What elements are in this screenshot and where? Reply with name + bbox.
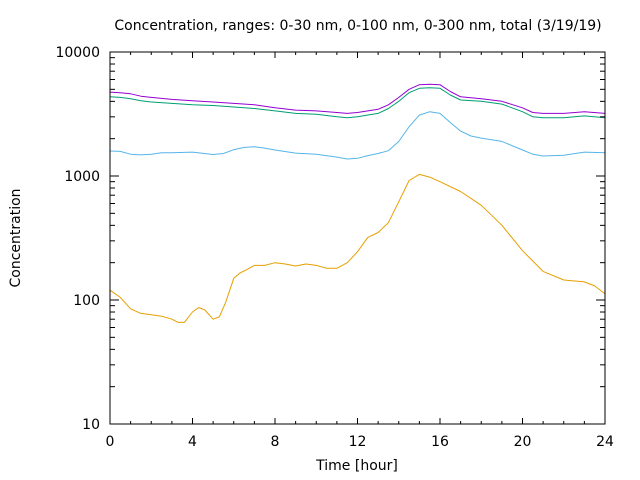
plot-series-group [109, 83, 606, 323]
series-line-4 [109, 83, 606, 114]
x-tick-label: 24 [596, 434, 614, 450]
x-axis-ticks: 0 4 8 12 16 20 24 [106, 52, 614, 450]
y-tick-label: 10000 [55, 45, 100, 61]
series-line-3 [109, 87, 606, 119]
series-line-1 [109, 173, 606, 323]
y-axis-label: Concentration [8, 188, 24, 287]
x-axis-label: Time [hour] [315, 458, 398, 474]
series-line-2 [109, 111, 606, 160]
x-tick-label: 12 [349, 434, 367, 450]
x-tick-label: 8 [271, 434, 280, 450]
y-tick-label: 1000 [64, 169, 100, 185]
x-tick-label: 4 [188, 434, 197, 450]
y-axis-ticks: 10 100 1000 10000 [55, 45, 605, 433]
chart-title: Concentration, ranges: 0-30 nm, 0-100 nm… [114, 18, 601, 34]
x-tick-label: 20 [514, 434, 532, 450]
y-tick-label: 100 [73, 293, 100, 309]
plot-frame [109, 51, 606, 425]
y-tick-label: 10 [82, 417, 100, 433]
x-tick-label: 0 [106, 434, 115, 450]
x-tick-label: 16 [431, 434, 449, 450]
